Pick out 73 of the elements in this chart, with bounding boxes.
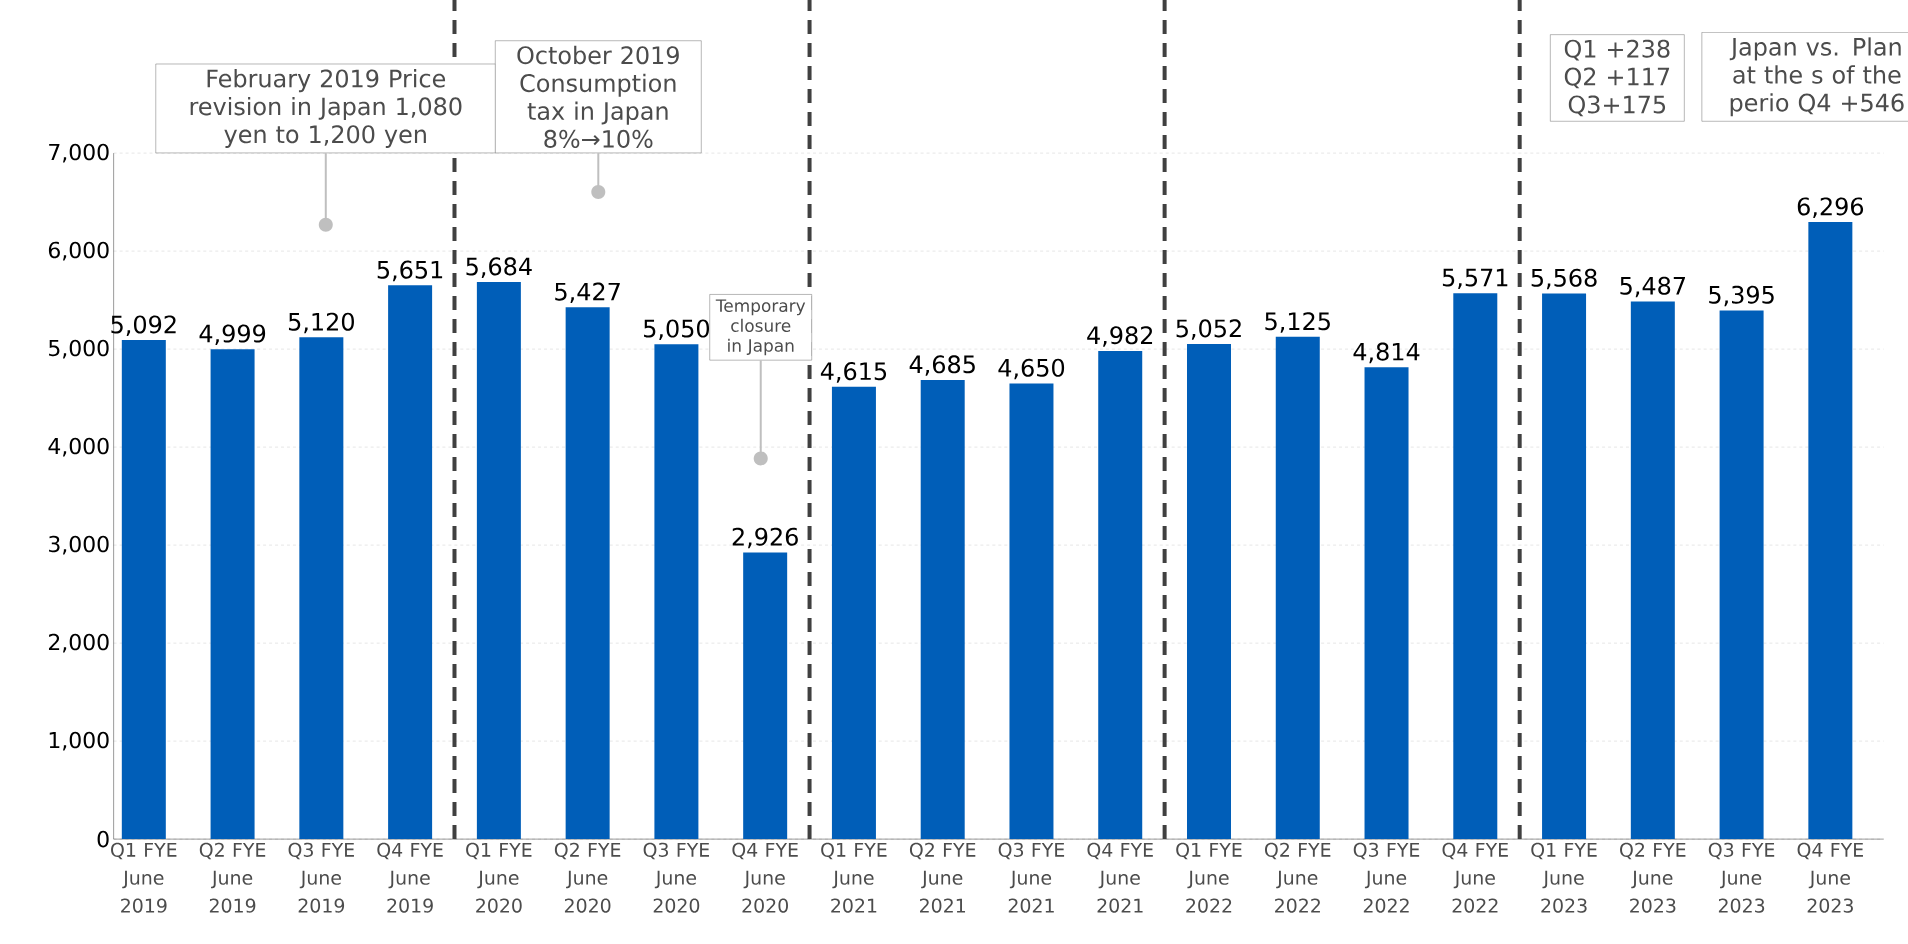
y-tick-label: 3,000 [49, 535, 109, 555]
bar [1098, 350, 1143, 840]
text: October 2019 Consumption tax in Japan 8%→10% [517, 45, 679, 148]
y-tick-label: 5,000 [49, 339, 109, 359]
data-label: 5,684 [466, 257, 532, 278]
x-tick-label: Q4 FYE June 2020 [732, 842, 798, 913]
data-label: 4,999 [199, 324, 266, 346]
bar [743, 552, 788, 840]
x-tick-label: Q1 FYE June 2023 [1531, 842, 1597, 913]
bar [1009, 383, 1054, 840]
y-tick-label: 2,000 [48, 633, 109, 653]
data-label: 5,568 [1531, 268, 1597, 290]
x-tick-label: Q3 FYE June 2021 [998, 842, 1065, 913]
bar [476, 282, 521, 840]
y-tick-label: 6,000 [48, 241, 109, 261]
bar [654, 344, 699, 840]
x-tick-label: Q4 FYE June 2019 [377, 842, 443, 913]
bar [1364, 367, 1409, 840]
x-tick-label: Q2 FYE June 2022 [1264, 842, 1331, 913]
bar [1719, 310, 1764, 840]
bar [1187, 344, 1231, 840]
x-tick-label: Q4 FYE June 2022 [1442, 842, 1508, 913]
bar [121, 340, 166, 840]
x-tick-label: Q1 FYE June 2019 [111, 842, 177, 913]
data-label: 5,427 [555, 282, 620, 304]
bar [1542, 293, 1587, 840]
y-tick-label: 4,000 [48, 437, 109, 457]
data-label: 5,052 [1176, 319, 1241, 340]
x-tick-label: Q3 FYE June 2023 [1708, 842, 1775, 913]
data-label: 5,120 [288, 312, 354, 334]
data-label: 4,814 [1353, 342, 1420, 364]
bar [565, 307, 610, 840]
bar [210, 349, 255, 840]
bar [299, 337, 344, 840]
x-tick-label: Q2 FYE June 2023 [1620, 842, 1686, 913]
data-label: 5,395 [1709, 285, 1774, 307]
bar [1453, 293, 1498, 840]
x-tick-label: Q1 FYE June 2020 [466, 842, 532, 913]
bar [920, 379, 965, 840]
x-tick-label: Q4 FYE June 2023 [1797, 842, 1863, 913]
data-label: 4,615 [820, 362, 887, 383]
x-tick-label: Q1 FYE June 2021 [821, 842, 887, 913]
text: February 2019 Price revision in Japan 1,080 yen to 1,200 yen [190, 69, 462, 148]
data-label: 2,926 [732, 527, 798, 549]
data-label: 4,685 [909, 355, 975, 376]
x-tick-label: Q2 FYE June 2021 [909, 842, 976, 913]
y-tick-label: 7,000 [49, 143, 109, 163]
bar [388, 285, 433, 840]
data-label: 5,092 [111, 315, 176, 336]
bar [831, 386, 876, 840]
bar [1275, 336, 1320, 840]
x-tick-label: Q4 FYE June 2021 [1087, 842, 1153, 913]
data-label: 5,487 [1620, 276, 1685, 298]
bar [1630, 301, 1675, 840]
text: Q1 +238 Q2 +117 Q3+175 [1564, 39, 1670, 117]
text: Japan vs. Plan at the s of the perio Q4 +546 [1729, 37, 1904, 117]
data-label: 4,650 [998, 358, 1065, 380]
bar [1808, 222, 1853, 840]
data-label: 6,296 [1797, 197, 1864, 218]
x-tick-label: Q3 FYE June 2020 [643, 842, 710, 913]
data-label: 5,571 [1442, 268, 1508, 289]
annotation: Temporary closure in Japan [715, 299, 806, 356]
data-label: 5,125 [1265, 312, 1330, 333]
x-tick-label: Q2 FYE June 2020 [554, 842, 621, 913]
x-tick-label: Q3 FYE June 2022 [1353, 842, 1420, 913]
y-tick-label: 0 [97, 830, 109, 848]
data-label: 5,050 [644, 319, 710, 341]
data-label: 4,982 [1087, 326, 1153, 347]
x-tick-label: Q2 FYE June 2019 [199, 842, 266, 913]
data-label: 5,651 [377, 260, 443, 282]
x-tick-label: Q1 FYE June 2022 [1176, 842, 1242, 913]
x-tick-label: Q3 FYE June 2019 [288, 842, 354, 913]
y-tick-label: 1,000 [49, 731, 109, 751]
